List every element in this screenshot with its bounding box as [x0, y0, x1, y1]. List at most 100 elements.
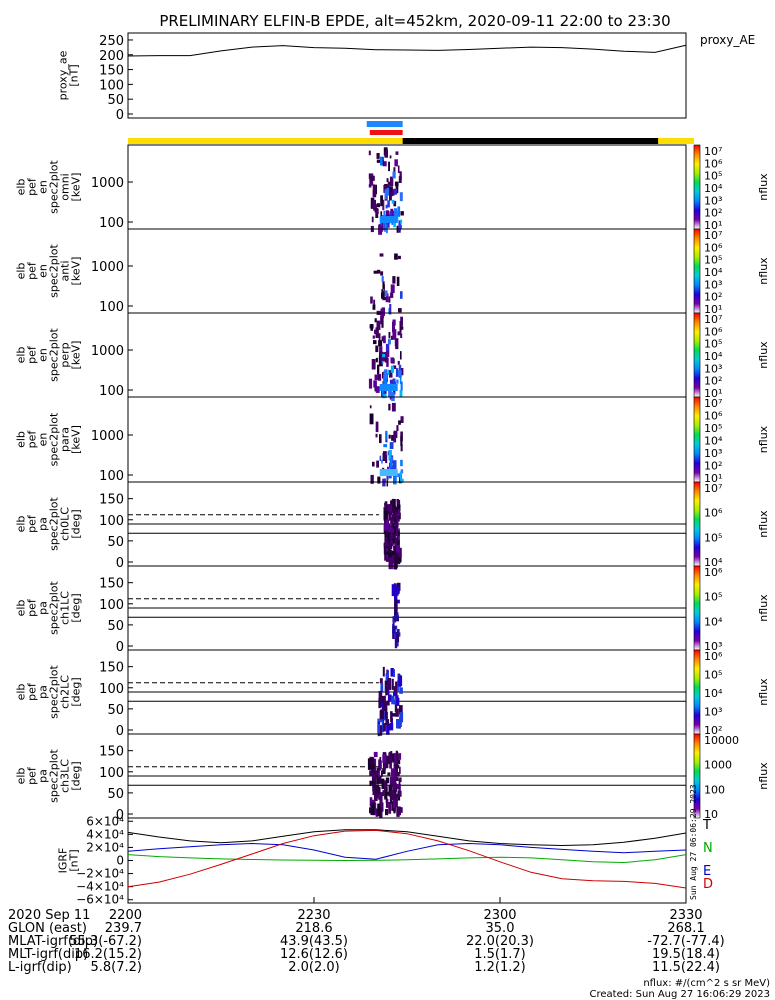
pa_ch0-ytick-label: 0 — [116, 556, 124, 571]
en_para-low-flux-cell — [400, 478, 404, 483]
en_omni-ylabel-5: [keV] — [70, 173, 83, 202]
pa_ch3-flux-cell — [392, 777, 397, 791]
en_omni-low-flux-cell — [383, 210, 386, 217]
pa_ch3-cbar-tick-1: 1000 — [704, 759, 732, 772]
en_omni-flux-cell — [378, 224, 383, 235]
pa_ch0-ytick-label: 50 — [107, 535, 124, 550]
en_perp-panel-frame — [127, 312, 687, 398]
pa_ch2-ylabel-1: pef — [26, 682, 39, 701]
en_anti-ylabel-0: elb — [15, 263, 28, 280]
pa_ch0-flux-cell — [391, 499, 394, 507]
en_omni-low-flux-cell — [380, 156, 383, 166]
grf-ytick-label: −6×10⁴ — [76, 893, 124, 907]
en_omni-low-flux-cell — [399, 192, 403, 202]
pa_ch2-flux-cell — [386, 724, 390, 735]
pa_ch0-flux-cell — [392, 510, 395, 521]
pa_ch1-flux-cell — [392, 631, 395, 639]
pa_ch3-flux-cell — [392, 770, 397, 779]
en_para-ylabel-5: [keV] — [70, 425, 83, 454]
pa_ch0-cbar-tick-3: 10⁴ — [704, 556, 723, 569]
pa_ch2-cbar-tick-4: 10² — [704, 724, 722, 737]
en_perp-low-flux-cell — [383, 375, 387, 386]
pa_ch1-flux-cell — [394, 599, 398, 612]
en_para-low-flux-cell — [389, 458, 393, 468]
created-stamp: Created: Sun Aug 27 16:06:29 2023 — [590, 989, 770, 1000]
pa_ch0-ylabel-3: spec2plot — [48, 497, 61, 551]
en_omni-ylabel-4: omni — [59, 173, 72, 200]
pa_ch1-flux-cell — [394, 638, 398, 649]
pa_ch0-flux-cell — [395, 515, 399, 524]
pa_ch3-ylabel-4: ch3LC — [59, 759, 72, 793]
en_perp-flux-cell — [374, 329, 377, 335]
en_perp-cbar-tick-3: 10⁴ — [704, 350, 723, 363]
pa_ch3-flux-cell — [382, 790, 385, 797]
pa_ch0-flux-cell — [392, 550, 396, 555]
pa_ch0-flux-cell — [387, 543, 391, 557]
pa_ch3-flux-cell — [389, 759, 392, 769]
pa_ch0-flux-cell — [384, 550, 387, 560]
pa_ch3-ylabel-2: pa — [37, 769, 50, 783]
pa_ch2-cbar-tick-1: 10⁵ — [704, 669, 722, 682]
pa_ch0-flux-cell — [398, 547, 402, 558]
pa_ch0-flux-cell — [396, 553, 398, 560]
pa_ch2-flux-cell — [393, 686, 398, 696]
en_omni-flux-cell — [375, 208, 379, 214]
pa_ch2-ylabel-3: spec2plot — [48, 665, 61, 719]
en_omni-flux-cell — [383, 147, 388, 156]
pa_ch3-flux-cell — [392, 757, 396, 763]
en_omni-flux-cell — [376, 159, 381, 163]
en_anti-flux-cell — [382, 291, 385, 298]
en_omni-flux-cell — [383, 184, 387, 193]
en_omni-flux-cell — [372, 184, 376, 194]
en_anti-low-flux-cell — [389, 304, 392, 315]
pa_ch3-flux-cell — [384, 780, 387, 793]
en_para-low-flux-cell — [392, 460, 397, 470]
en_anti-flux-cell — [373, 270, 378, 274]
en_omni-ylabel-1: pef — [26, 177, 39, 196]
en_perp-cbar-tick-0: 10⁷ — [704, 313, 722, 326]
pa_ch3-flux-cell — [376, 775, 379, 785]
en_perp-flux-cell — [383, 335, 386, 344]
en_perp-flux-cell — [399, 326, 404, 330]
grf-line-N — [127, 854, 687, 864]
en_perp-low-flux-cell — [398, 364, 402, 375]
pa_ch3-flux-cell — [380, 770, 383, 777]
en_para-flux-cell — [396, 425, 399, 431]
pa_ch3-flux-cell — [396, 794, 399, 798]
en_perp-low-energy-band — [379, 384, 398, 391]
en_para-colorbar — [693, 396, 701, 483]
en_anti-ylabel-3: spec2plot — [48, 244, 61, 298]
en_omni-low-flux-cell — [400, 219, 403, 224]
en_perp-flux-cell — [376, 374, 380, 379]
pa_ch3-flux-cell — [370, 802, 375, 816]
pa_ch2-flux-cell — [391, 695, 395, 705]
footer-value-c2-r4: 1.2(1.2) — [474, 960, 526, 975]
en_anti-cbar-tick-1: 10⁶ — [704, 241, 723, 254]
eclipse-bar-black — [402, 138, 659, 144]
en_anti-low-flux-cell — [381, 276, 384, 282]
footer-value-c0-r1: 239.7 — [105, 921, 142, 936]
grf-ytick-label: 2×10⁴ — [86, 840, 124, 854]
en_omni-low-flux-cell — [380, 222, 383, 226]
en_omni-low-flux-cell — [398, 220, 401, 231]
en_perp-flux-cell — [375, 345, 379, 353]
pa_ch2-flux-cell — [381, 707, 386, 712]
en_para-panel-frame — [127, 396, 687, 483]
en_perp-cbar-tick-5: 10² — [704, 375, 722, 388]
en_omni-flux-cell — [372, 199, 376, 209]
en_para-flux-cell — [386, 475, 389, 487]
pa_ch3-flux-cell — [394, 756, 398, 765]
pa_ch2-ylabel-4: ch2LC — [59, 675, 72, 709]
en_anti-ylabel-4: anti — [59, 260, 72, 281]
en_anti-cbar-tick-0: 10⁷ — [704, 229, 722, 242]
en_perp-flux-cell — [374, 374, 378, 380]
pa_ch0-ylabel-0: elb — [15, 516, 28, 533]
en_perp-flux-cell — [400, 333, 403, 338]
pa_ch2-flux-cell — [395, 708, 399, 717]
pa_ch3-flux-cell — [398, 784, 401, 797]
pa_ch0-flux-cell — [393, 557, 398, 570]
pa_ch3-flux-cell — [371, 768, 374, 776]
pa_ch3-flux-cell — [398, 753, 402, 760]
pa_ch3-flux-cell — [377, 803, 381, 817]
